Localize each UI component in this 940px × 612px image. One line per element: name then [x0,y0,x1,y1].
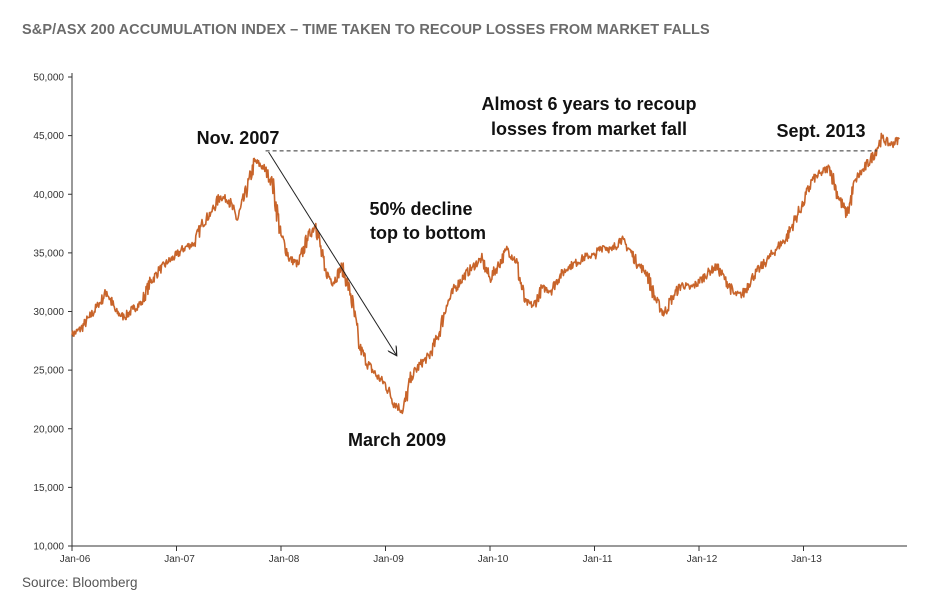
decline-arrow [268,151,397,355]
x-tick-label: Jan-13 [791,554,822,565]
y-tick-label: 35,000 [33,248,64,259]
annotation-recoup-line2: losses from market fall [491,119,687,139]
chart-title: S&P/ASX 200 ACCUMULATION INDEX – TIME TA… [22,22,710,38]
ticks: 10,000 15,000 20,000 25,000 30,000 35,000 40,0… [33,73,822,566]
x-tick-label: Jan-06 [60,554,91,565]
y-tick-label: 20,000 [33,424,64,435]
y-tick-label: 40,000 [33,190,64,201]
y-tick-label: 45,000 [33,131,64,142]
y-tick-label: 10,000 [33,542,64,553]
series-line [71,132,900,415]
series [71,132,900,415]
annotation-decline-line1: 50% decline [369,199,472,219]
x-tick-label: Jan-09 [373,554,404,565]
x-tick-label: Jan-07 [164,554,195,565]
annotation-nov-2007: Nov. 2007 [197,128,280,148]
x-tick-label: Jan-08 [269,554,300,565]
y-tick-label: 50,000 [33,73,64,84]
annotation-decline-line2: top to bottom [370,223,486,243]
y-tick-label: 30,000 [33,307,64,318]
x-tick-label: Jan-10 [478,554,509,565]
y-tick-label: 15,000 [33,483,64,494]
annotation-march-2009: March 2009 [348,430,446,450]
annotation-recoup-line1: Almost 6 years to recoup [481,94,696,114]
annotation-sept-2013: Sept. 2013 [776,121,865,141]
annotations: Nov. 2007 50% decline top to bottom March 2… [197,94,878,450]
y-tick-label: 25,000 [33,366,64,377]
x-tick-label: Jan-11 [583,554,613,565]
source-note: Source: Bloomberg [22,575,138,590]
x-tick-label: Jan-12 [687,554,718,565]
